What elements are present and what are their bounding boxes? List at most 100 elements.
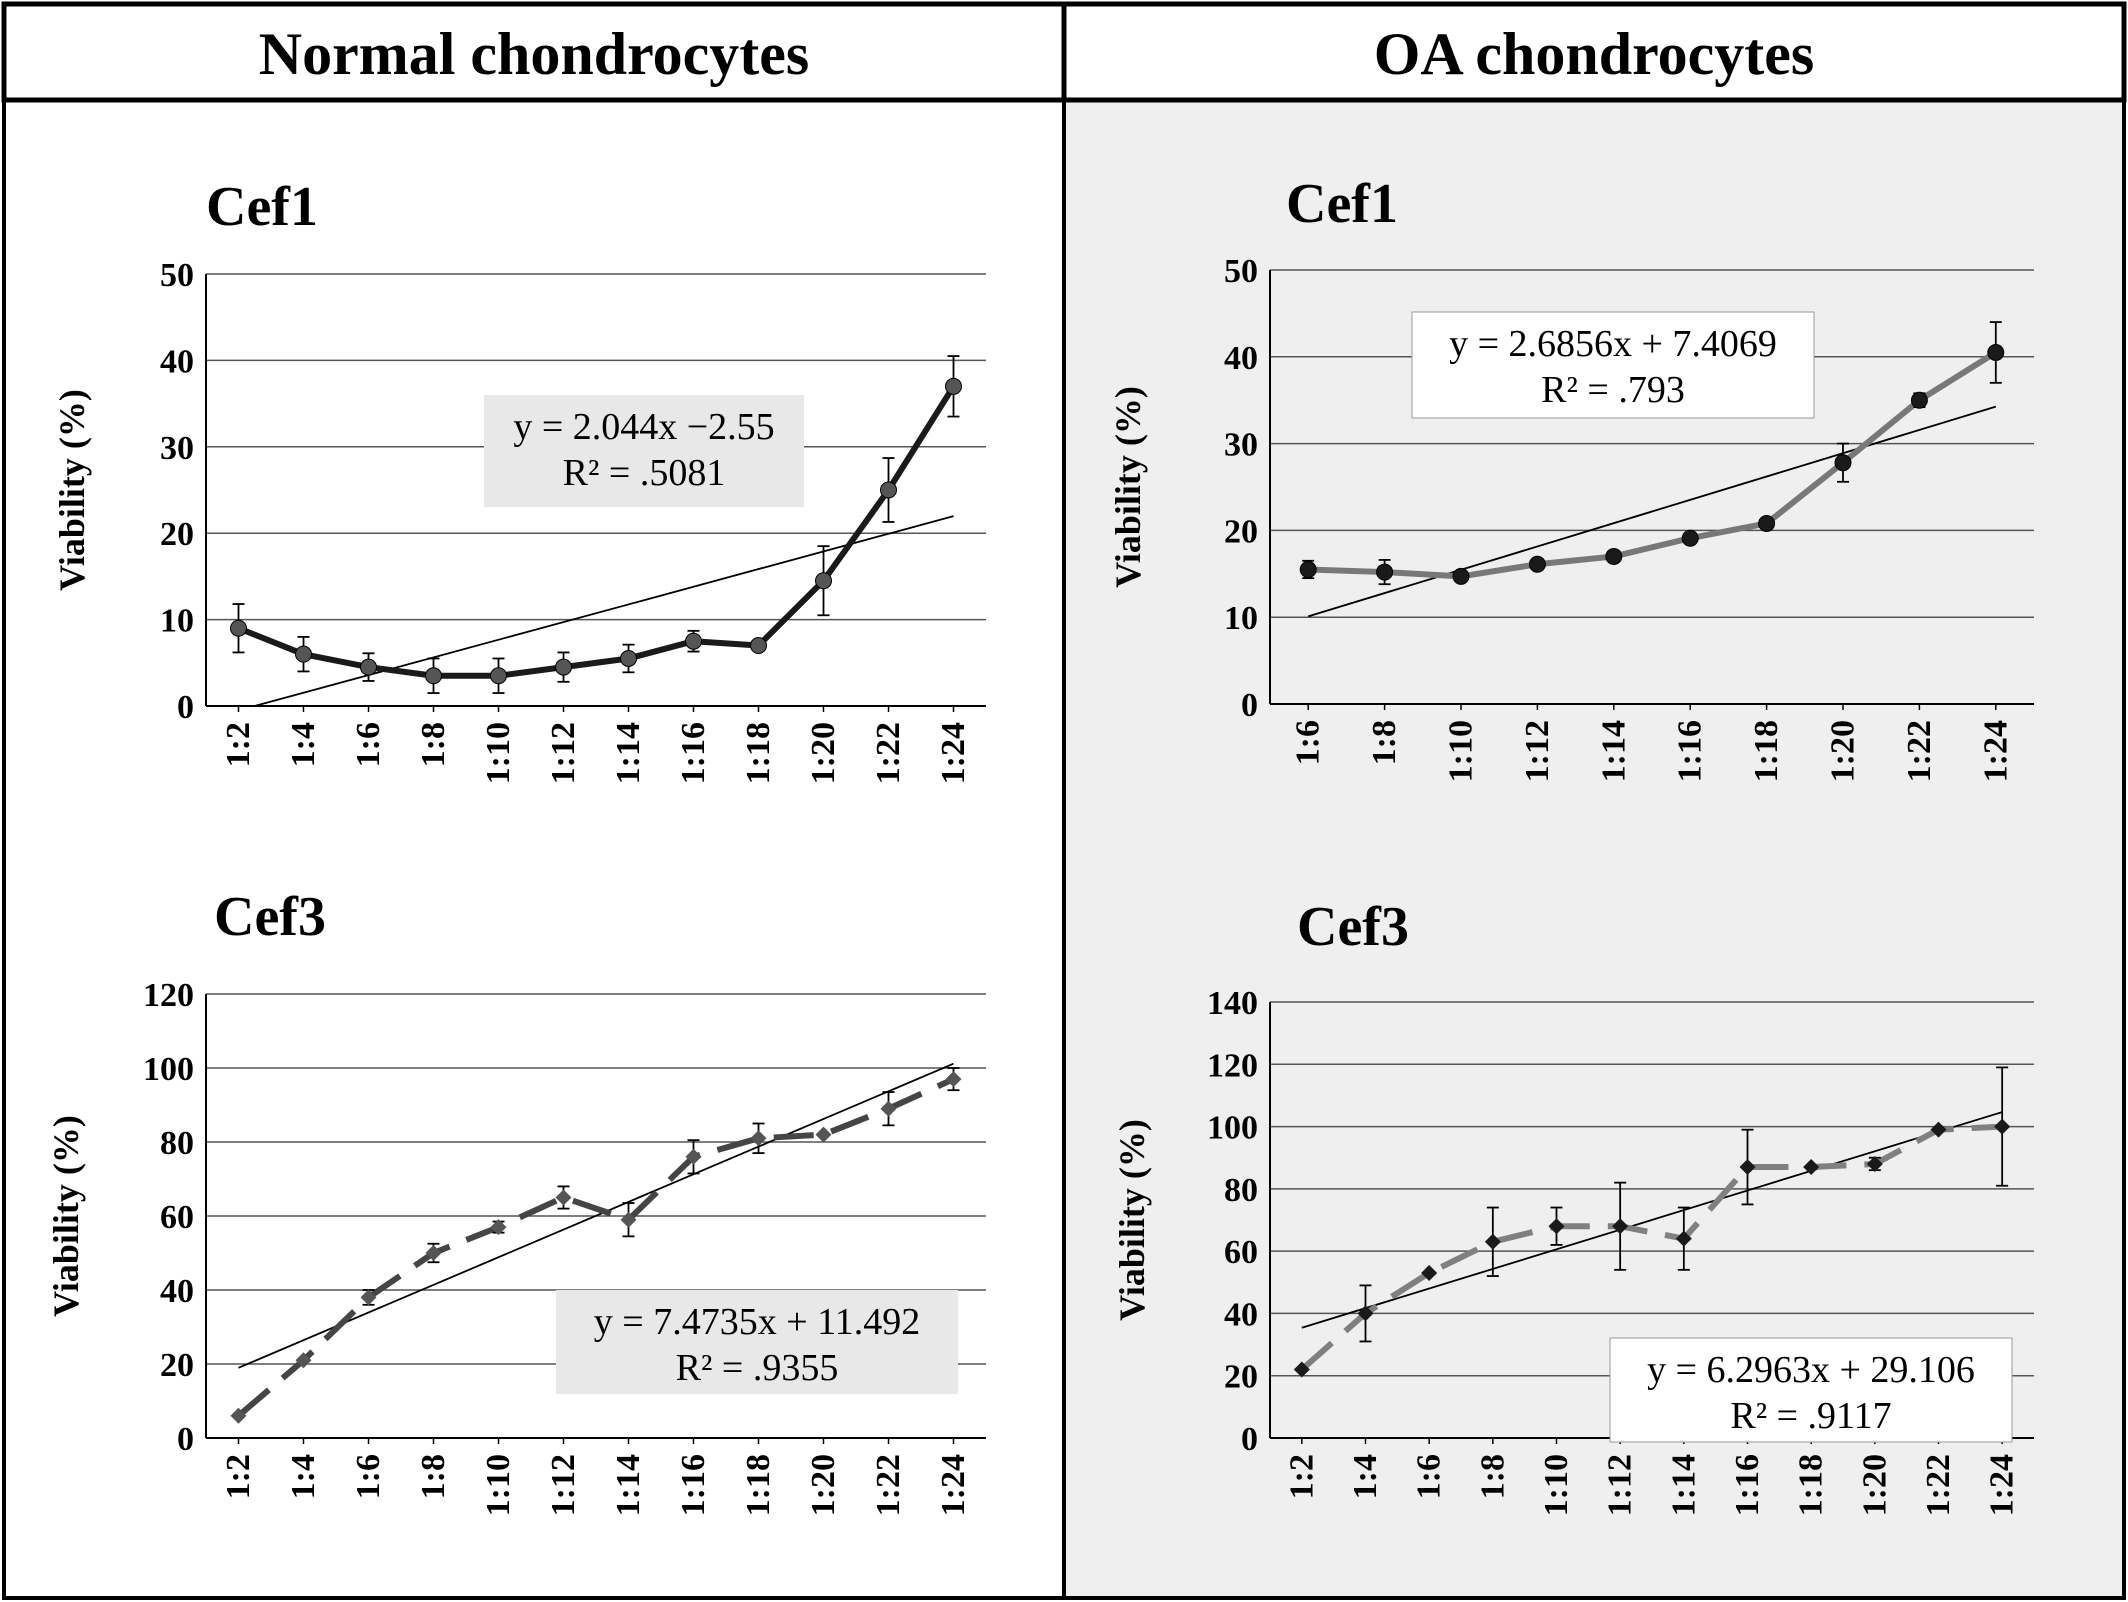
x-tick-label: 1:10 xyxy=(480,722,517,784)
data-point xyxy=(1866,1155,1883,1172)
data-point xyxy=(230,619,247,637)
data-point xyxy=(1452,567,1470,585)
data-point xyxy=(360,1289,377,1306)
x-tick-label: 1:24 xyxy=(935,1454,972,1516)
data-point xyxy=(490,1219,507,1236)
data-point xyxy=(1612,1218,1629,1235)
series-line xyxy=(1299,1123,2003,1372)
equation-box xyxy=(1609,1337,2013,1443)
x-tick-label: 1:4 xyxy=(285,1454,322,1499)
panel-title-oa: OA chondrocytes xyxy=(1374,21,1815,87)
data-point xyxy=(230,1407,247,1424)
chart-title: Cef3 xyxy=(214,886,326,948)
trendline xyxy=(238,1062,954,1369)
chart-oa-cef3: Cef3 0 20 40 60 80 100 120 140 Viability (%) 1:2 1:… xyxy=(1112,896,2034,1516)
y-tick-label: 100 xyxy=(1207,1110,1258,1147)
y-tick-label: 0 xyxy=(1241,687,1258,724)
y-tick-label: 40 xyxy=(1224,340,1258,377)
x-tick-label: 1:10 xyxy=(1538,1454,1575,1516)
equation-box xyxy=(556,1290,958,1394)
data-point xyxy=(1357,1305,1374,1322)
chart-title: Cef1 xyxy=(1286,173,1398,235)
y-tick-label: 10 xyxy=(1224,600,1258,637)
y-tick-label: 120 xyxy=(1207,1047,1258,1084)
data-point xyxy=(685,632,702,650)
x-tick-label: 1:12 xyxy=(545,722,582,784)
data-point xyxy=(1605,547,1623,565)
series-line xyxy=(236,1076,955,1419)
chart-normal-cef1: Cef1 0 10 20 30 40 50 Viability (%) 1:2 1:4 1:6 1:8… xyxy=(52,176,986,784)
data-point xyxy=(880,1100,897,1117)
data-point xyxy=(360,658,377,676)
data-point xyxy=(620,1211,637,1228)
y-tick-label: 0 xyxy=(177,689,194,726)
y-tick-label: 40 xyxy=(160,343,194,380)
y-tick-label: 140 xyxy=(1207,985,1258,1022)
trendline-r-squared: R² = .9117 xyxy=(1730,1395,1891,1437)
data-point xyxy=(1834,454,1852,472)
x-tick-label: 1:14 xyxy=(610,1454,647,1516)
x-tick-label: 1:22 xyxy=(1920,1454,1957,1516)
x-tick-label: 1:16 xyxy=(675,1454,712,1516)
panel-header-normal xyxy=(1,1,1067,103)
data-point xyxy=(945,377,962,395)
data-point xyxy=(750,637,767,655)
trendline-r-squared: R² = .5081 xyxy=(563,452,726,494)
data-point xyxy=(295,645,312,663)
data-point xyxy=(1675,1230,1692,1247)
data-point xyxy=(815,1126,832,1143)
x-tick-label: 1:22 xyxy=(870,722,907,784)
y-axis-label: Viability (%) xyxy=(1112,1119,1152,1321)
x-tick-label: 1:6 xyxy=(1411,1454,1448,1499)
data-point xyxy=(880,481,897,499)
y-tick-label: 20 xyxy=(160,516,194,553)
x-tick-label: 1:22 xyxy=(1901,720,1938,782)
x-tick-label: 1:14 xyxy=(1595,720,1632,782)
x-tick-label: 1:24 xyxy=(1977,720,2014,782)
x-tick-label: 1:2 xyxy=(1283,1454,1320,1499)
data-point xyxy=(1299,560,1317,578)
y-tick-label: 80 xyxy=(160,1125,194,1162)
x-tick-label: 1:8 xyxy=(415,1454,452,1499)
trendline-equation: y = 7.4735x + 11.492 xyxy=(594,1301,920,1343)
trendline-equation: y = 6.2963x + 29.106 xyxy=(1647,1349,1975,1391)
x-tick-label: 1:10 xyxy=(480,1454,517,1516)
y-tick-label: 20 xyxy=(1224,513,1258,550)
data-point xyxy=(1910,391,1928,409)
x-tick-label: 1:8 xyxy=(1474,1454,1511,1499)
chart-title: Cef3 xyxy=(1297,896,1409,958)
x-tick-label: 1:18 xyxy=(740,722,777,784)
data-point xyxy=(1758,514,1776,532)
y-tick-label: 0 xyxy=(1241,1421,1258,1458)
data-point xyxy=(815,572,832,590)
x-tick-label: 1:18 xyxy=(740,1454,777,1516)
x-tick-label: 1:8 xyxy=(1366,720,1403,765)
x-tick-label: 1:2 xyxy=(220,1454,257,1499)
data-point xyxy=(1528,555,1546,573)
data-point xyxy=(620,649,637,667)
x-tick-label: 1:20 xyxy=(1856,1454,1893,1516)
series-line xyxy=(1308,349,1998,580)
y-tick-label: 100 xyxy=(143,1051,194,1088)
x-tick-label: 1:18 xyxy=(1748,720,1785,782)
chart-title: Cef1 xyxy=(206,176,318,238)
y-axis-label: Viability (%) xyxy=(52,389,92,591)
trendline-equation: y = 2.6856x + 7.4069 xyxy=(1449,323,1777,365)
y-axis-label: Viability (%) xyxy=(46,1115,86,1317)
y-tick-label: 120 xyxy=(143,977,194,1014)
data-point xyxy=(1484,1233,1501,1250)
x-tick-label: 1:4 xyxy=(285,722,322,767)
x-tick-label: 1:22 xyxy=(870,1454,907,1516)
x-tick-label: 1:24 xyxy=(935,722,972,784)
x-tick-label: 1:14 xyxy=(610,722,647,784)
data-point xyxy=(1293,1361,1310,1378)
chart-oa-cef1: Cef1 0 10 20 30 40 50 Viability (%) 1:6 1:8 1:10 1:… xyxy=(1108,173,2034,782)
data-point xyxy=(685,1148,702,1165)
panel-header-oa xyxy=(1061,1,2127,103)
trendline-equation: y = 2.044x −2.55 xyxy=(513,406,774,448)
data-point xyxy=(1739,1159,1756,1176)
equation-box xyxy=(1411,311,1815,419)
x-tick-label: 1:20 xyxy=(805,722,842,784)
x-tick-label: 1:12 xyxy=(545,1454,582,1516)
